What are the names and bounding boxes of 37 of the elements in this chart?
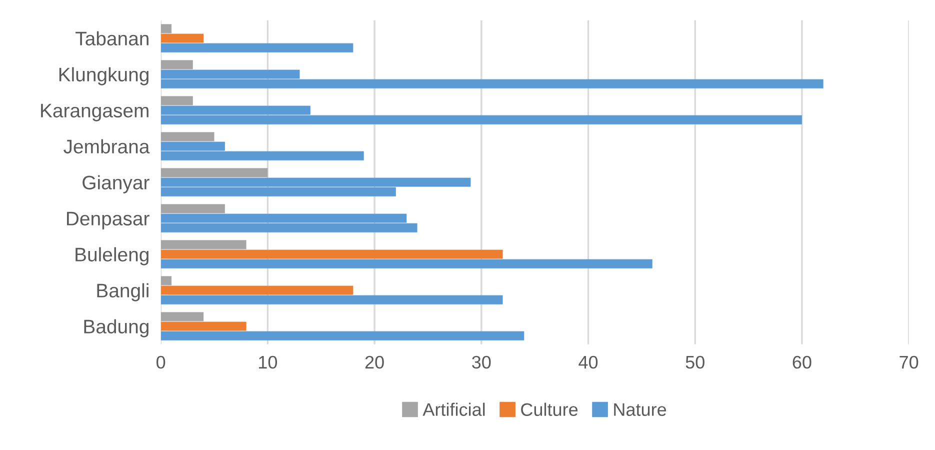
x-tick-label: 30: [472, 356, 491, 369]
bar: [160, 331, 524, 340]
y-tick-label: Denpasar: [67, 212, 150, 230]
bar: [160, 60, 193, 70]
x-tick-label: 40: [578, 356, 598, 369]
bar: [160, 312, 204, 322]
y-tick-label: Karangasem: [41, 104, 148, 122]
x-tick-label: 50: [686, 356, 704, 369]
bar: [160, 43, 354, 52]
x-tick-label: 20: [365, 356, 384, 369]
bar: [160, 240, 246, 250]
x-tick-label: 60: [792, 356, 812, 369]
y-tick-label: Tabanan: [76, 31, 148, 46]
y-tick-label: Bangli: [97, 283, 148, 302]
y-tick-label: Jembrana: [64, 139, 150, 154]
bar: [160, 276, 172, 286]
bar: [160, 96, 193, 106]
bar: [160, 168, 268, 178]
x-tick-label: 70: [900, 356, 918, 369]
legend-label: Culture: [521, 402, 578, 416]
bar: [160, 132, 214, 142]
bar: [160, 34, 204, 43]
bar: [160, 259, 652, 268]
bar: [160, 250, 503, 259]
x-tick-label: 0: [156, 356, 166, 369]
legend-label: Artificial: [422, 402, 485, 416]
y-tick-label: Buleleng: [76, 247, 148, 266]
bar: [160, 295, 503, 304]
legend-label: Nature: [614, 403, 666, 416]
y-tick-label: Gianyar: [82, 175, 150, 194]
x-tick-label: 10: [259, 356, 278, 369]
y-tick-label: Badung: [84, 319, 148, 338]
bar: [160, 286, 354, 295]
bar: [160, 24, 172, 34]
y-tick-label: Klungkung: [59, 67, 148, 86]
bar: [160, 204, 225, 214]
bar: [160, 322, 246, 331]
